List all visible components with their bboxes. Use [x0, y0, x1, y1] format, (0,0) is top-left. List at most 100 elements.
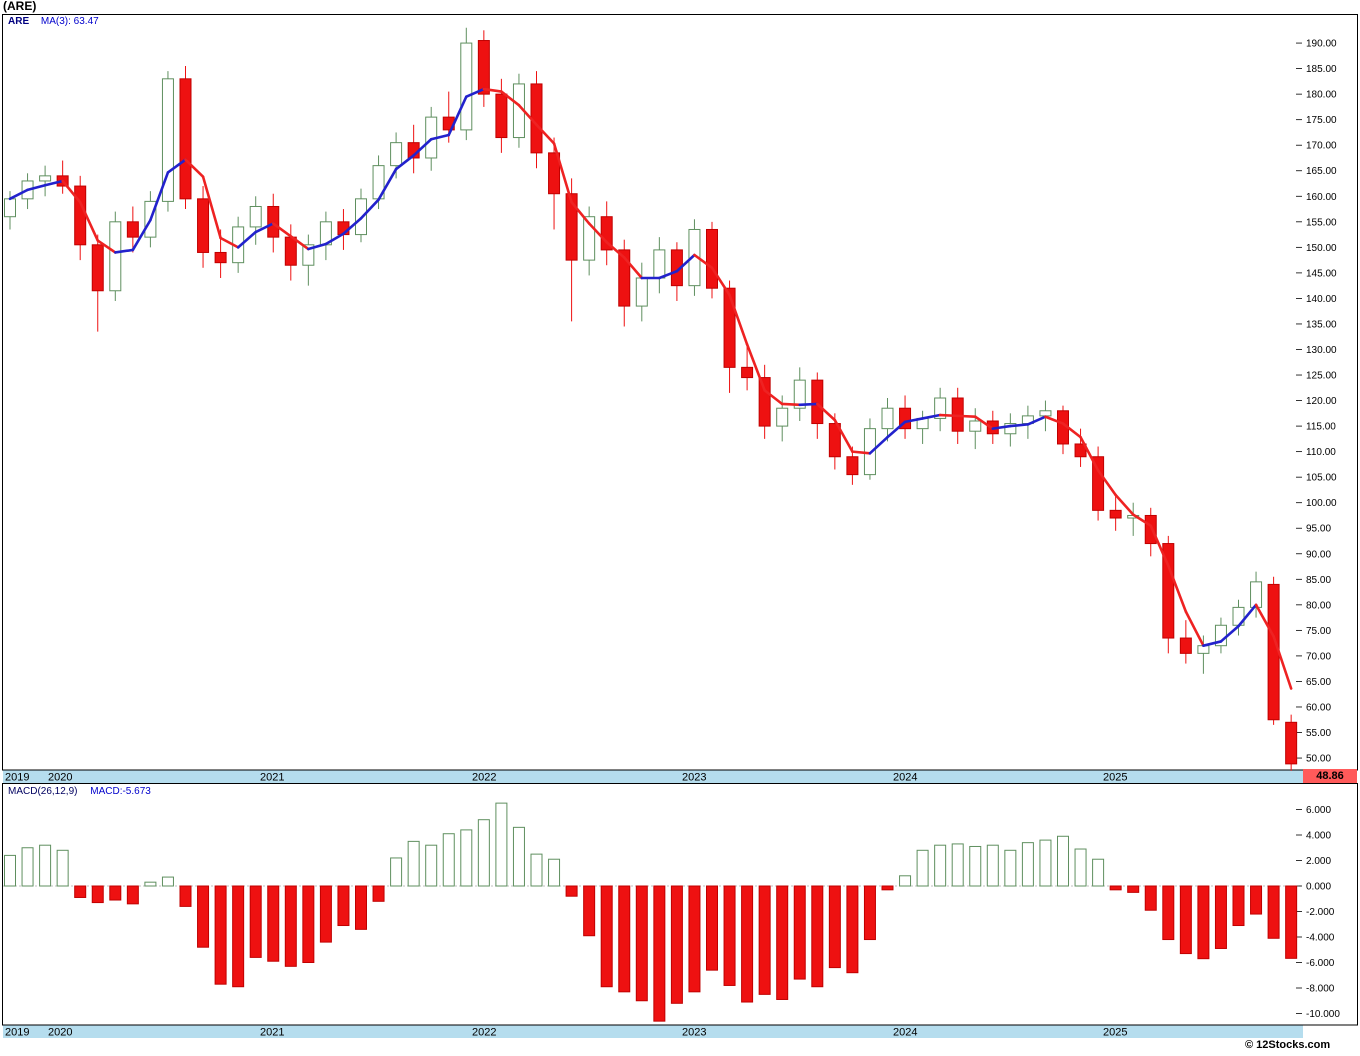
ma-line-segment [1184, 610, 1205, 647]
candle [793, 379, 806, 409]
price-tick-label: 155.00 [1306, 217, 1337, 228]
macd-bar [1232, 885, 1245, 927]
price-tick-label: 150.00 [1306, 243, 1337, 254]
price-tick-label: 85.00 [1306, 575, 1331, 586]
macd-tick-label: -10.000 [1306, 1009, 1340, 1020]
price-tick-label: 125.00 [1306, 371, 1337, 382]
ma-line-segment [552, 142, 573, 204]
year-label-top: 2024 [893, 772, 917, 784]
year-label-bottom: 2021 [260, 1027, 284, 1039]
candle [1092, 456, 1105, 511]
macd-bar [1039, 839, 1052, 887]
candle [477, 40, 490, 95]
ma-line-segment [1272, 635, 1293, 690]
macd-bar [56, 849, 69, 887]
candle [618, 249, 631, 307]
ma-line-segment [535, 123, 556, 145]
ma-line-segment [184, 158, 205, 179]
year-label-bottom: 2019 [5, 1027, 29, 1039]
price-tick-label: 175.00 [1306, 115, 1337, 126]
price-tick-label: 110.00 [1306, 447, 1336, 458]
macd-bar [1162, 885, 1175, 941]
macd-bar [442, 833, 455, 887]
macd-bar [565, 885, 578, 897]
macd-bar [319, 885, 332, 943]
ma-line-segment [991, 424, 1012, 430]
candle [390, 142, 403, 167]
price-tick-label: 130.00 [1306, 345, 1337, 356]
macd-bar [863, 885, 876, 941]
macd-bar [1092, 858, 1105, 887]
candle [776, 407, 789, 427]
ma-line-segment [359, 198, 380, 220]
ma-line-segment [166, 158, 187, 174]
ma-line-segment [1009, 423, 1030, 428]
macd-bar [372, 885, 385, 902]
candle [284, 236, 297, 266]
macd-bar [899, 875, 912, 887]
macd-bar [548, 858, 561, 887]
ma-line-segment [763, 389, 784, 406]
macd-bar [1074, 848, 1087, 887]
ma-line-segment [1026, 415, 1047, 426]
candle [267, 205, 280, 238]
macd-value-label: MACD:-5.673 [90, 786, 151, 797]
ma-line-segment [429, 133, 451, 141]
macd-bar [91, 885, 104, 904]
ma-line-segment [658, 269, 679, 280]
ma-line-segment [675, 253, 696, 273]
price-tick-label: 190.00 [1306, 39, 1337, 50]
symbol-label: ARE [8, 16, 30, 27]
macd-bar [811, 885, 824, 988]
macd-bar [1197, 885, 1210, 960]
price-tick-label: 115.00 [1306, 422, 1336, 433]
candle [846, 456, 859, 476]
macd-bar [1179, 885, 1192, 955]
year-label-bottom: 2022 [472, 1027, 496, 1039]
ma-line-segment [868, 435, 889, 455]
x-axis-band-top [3, 770, 1303, 783]
macd-bar [793, 885, 806, 980]
candle [1074, 443, 1087, 458]
ma-line-segment [219, 236, 240, 249]
macd-bar [495, 802, 508, 887]
candle [495, 93, 508, 139]
copyright: © 12Stocks.com [1245, 1039, 1331, 1051]
macd-bar [425, 844, 438, 887]
price-tick-label: 50.00 [1306, 754, 1331, 765]
ma-line-segment [149, 171, 170, 222]
macd-bar [302, 885, 315, 963]
price-tick-label: 80.00 [1306, 600, 1331, 611]
macd-bar [21, 847, 34, 887]
ma-line-segment [973, 415, 995, 430]
macd-bar [828, 885, 841, 969]
candle [197, 198, 210, 253]
macd-bar [284, 885, 297, 967]
ma-line-segment [78, 200, 100, 242]
price-tick-label: 60.00 [1306, 702, 1331, 713]
macd-bar [653, 885, 666, 1022]
candle [548, 152, 561, 195]
macd-bar [776, 885, 789, 1000]
ma-line-segment [570, 200, 591, 225]
year-label-top: 2020 [48, 772, 72, 784]
ma-line-segment [271, 222, 293, 238]
price-tick-label: 160.00 [1306, 192, 1337, 203]
ma-line-segment [26, 183, 47, 192]
candle [1162, 543, 1175, 639]
ma-line-segment [8, 188, 29, 201]
candle [723, 287, 736, 368]
candle [758, 377, 771, 427]
macd-bar [969, 845, 982, 887]
macd-bar [355, 885, 367, 930]
candle [1179, 637, 1192, 654]
price-tick-label: 185.00 [1306, 64, 1337, 75]
ma-line-segment [447, 95, 468, 137]
price-tick-label: 165.00 [1306, 166, 1337, 177]
ma-line-segment [464, 87, 486, 98]
price-tick-label: 180.00 [1306, 90, 1337, 101]
macd-bar [758, 885, 771, 995]
candle [179, 78, 192, 200]
year-label-bottom: 2025 [1103, 1027, 1127, 1039]
